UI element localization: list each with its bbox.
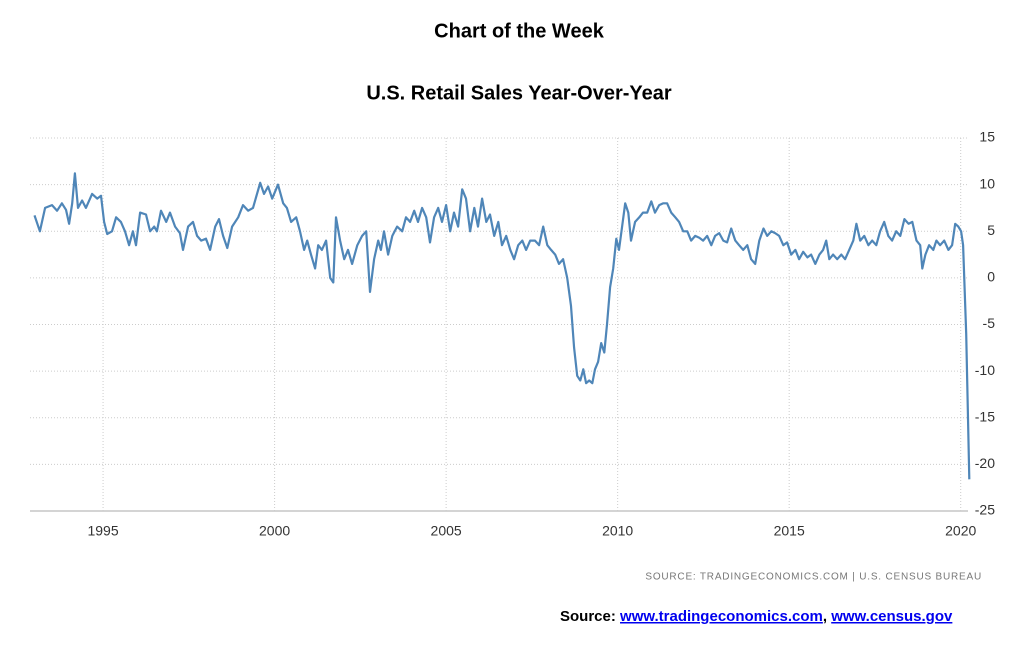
chart-subtitle: U.S. Retail Sales Year-Over-Year: [366, 82, 672, 104]
footer-link[interactable]: www.tradingeconomics.com: [619, 608, 823, 625]
line: [33, 172, 971, 480]
chart-title: Chart of the Week: [434, 20, 605, 42]
x-tick-label: 2010: [602, 523, 633, 539]
footer: Source: www.tradingeconomics.com, www.ce…: [560, 608, 953, 625]
y-tick-label: -20: [975, 455, 995, 471]
y-tick-label: 15: [979, 129, 995, 145]
x-tick-label: 1995: [87, 523, 118, 539]
y-tick-label: -25: [975, 502, 995, 518]
source-note: SOURCE: TRADINGECONOMICS.COM | U.S. CENS…: [645, 572, 982, 583]
x-tick-label: 2020: [945, 523, 976, 539]
y-tick-label: -10: [975, 362, 995, 378]
footer-link[interactable]: www.census.gov: [830, 608, 953, 625]
y-tick-label: 0: [987, 269, 995, 285]
x-tick-label: 2005: [431, 523, 462, 539]
footer-separator: ,: [823, 608, 827, 625]
x-tick-label: 2015: [774, 523, 805, 539]
y-tick-label: -5: [983, 315, 996, 331]
y-tick-label: 10: [979, 175, 995, 191]
x-tick-label: 2000: [259, 523, 290, 539]
footer-prefix: Source:: [560, 608, 616, 625]
y-tick-label: -15: [975, 408, 995, 424]
y-tick-label: 5: [987, 222, 995, 238]
